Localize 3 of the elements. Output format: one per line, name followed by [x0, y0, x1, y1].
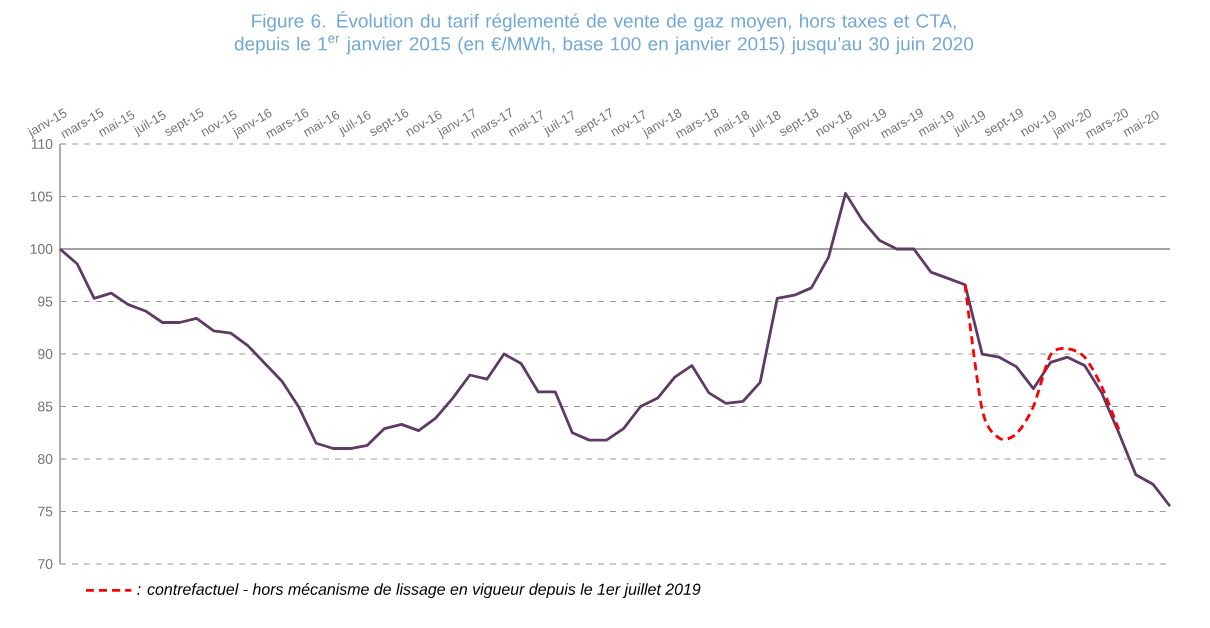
line-series — [58, 191, 1172, 508]
chart-title: Figure 6. Évolution du tarif réglementé de vente de gaz moyen, hors taxes et CTA, depuis le 1$^{er}$ janvier 2015 (en €/MWh, base 100 en janvier 2015) jusqu’au 30 juin 2020 — [234, 11, 974, 55]
line-series — [963, 283, 1121, 441]
